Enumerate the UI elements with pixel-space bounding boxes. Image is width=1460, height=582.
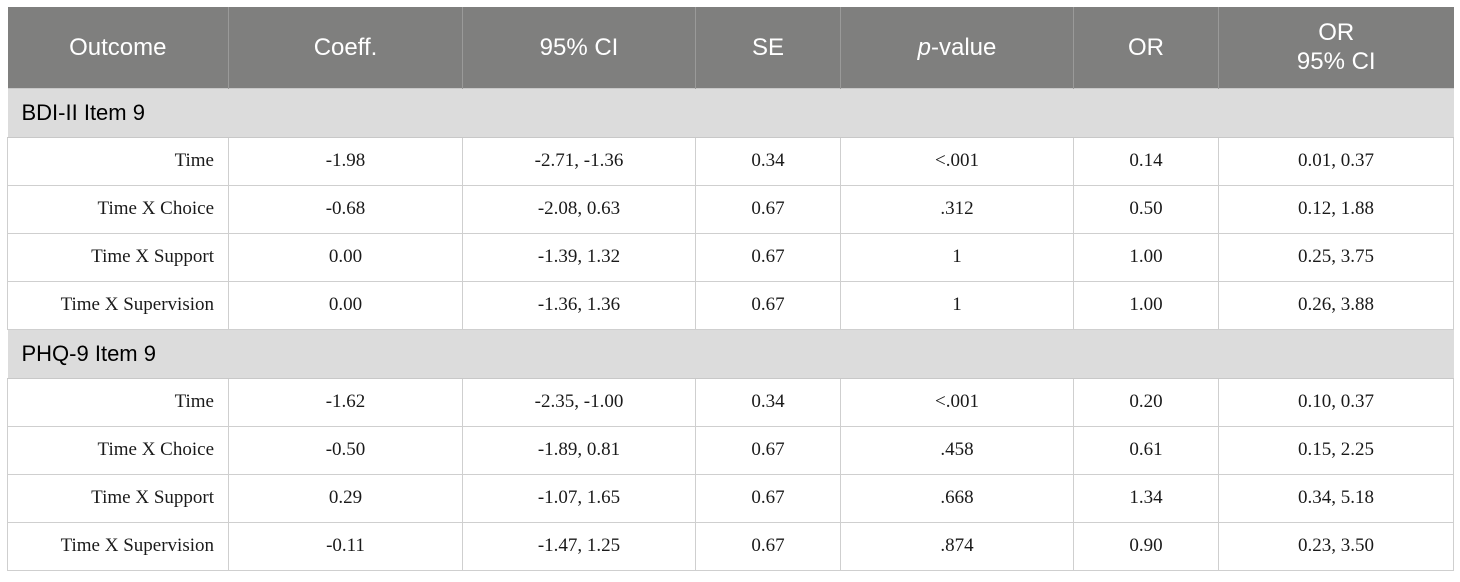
or-ci-cell: 0.15, 2.25 [1218, 426, 1454, 475]
row-label: Time [7, 137, 229, 186]
header-or: OR [1073, 7, 1219, 88]
header-row: Outcome Coeff. 95% CI SE p-value OR OR 95… [7, 7, 1454, 88]
or-ci-cell: 0.23, 3.50 [1218, 522, 1454, 571]
table-row: Time X Choice -0.50 -1.89, 0.81 0.67.458 0.6… [7, 426, 1454, 475]
coeff-cell: -1.62 [228, 378, 463, 427]
header-or-ci: OR 95% CI [1218, 7, 1454, 88]
row-label: Time X Support [7, 233, 229, 282]
table-body: BDI-II Item 9 Time -1.98 -2.71, -1.36 0.34 <.… [7, 87, 1454, 571]
header-or-ci-line1: OR [1318, 19, 1355, 47]
coeff-cell: 0.00 [228, 281, 463, 330]
row-label: Time [7, 378, 229, 427]
or-ci-cell: 0.10, 0.37 [1218, 378, 1454, 427]
table-row: Time X Supervision -0.11 -1.47, 1.25 0.67.8… [7, 522, 1454, 571]
or-cell: 1.34 [1073, 474, 1219, 523]
ci-cell: -1.89, 0.81 [462, 426, 696, 475]
se-cell: 0.67 [695, 426, 841, 475]
coeff-cell: -1.98 [228, 137, 463, 186]
header-p-rest: -value [930, 33, 997, 61]
table-row: Time -1.62 -2.35, -1.00 0.34 <.001 0.20 0.10, … [7, 378, 1454, 427]
section-header-row: BDI-II Item 9 [7, 87, 1454, 138]
or-cell: 0.50 [1073, 185, 1219, 234]
section-title: PHQ-9 Item 9 [7, 328, 1454, 379]
header-outcome: Outcome [7, 7, 229, 88]
ci-cell: -1.39, 1.32 [462, 233, 696, 282]
ci-cell: -1.47, 1.25 [462, 522, 696, 571]
se-cell: 0.34 [695, 378, 841, 427]
or-cell: 1.00 [1073, 281, 1219, 330]
or-cell: 0.61 [1073, 426, 1219, 475]
se-cell: 0.34 [695, 137, 841, 186]
header-p-value: p-value [840, 7, 1074, 88]
ci-cell: -1.07, 1.65 [462, 474, 696, 523]
header-ci: 95% CI [462, 7, 696, 88]
table-row: Time X Supervision 0.00 -1.36, 1.36 0.67 1 1.… [7, 281, 1454, 330]
p-value-cell: .668 [840, 474, 1074, 523]
table-row: Time -1.98 -2.71, -1.36 0.34 <.001 0.14 0.01, … [7, 137, 1454, 186]
section-header-row: PHQ-9 Item 9 [7, 328, 1454, 379]
section-title: BDI-II Item 9 [7, 87, 1454, 138]
se-cell: 0.67 [695, 474, 841, 523]
header-coeff: Coeff. [228, 7, 463, 88]
se-cell: 0.67 [695, 522, 841, 571]
table-row: Time X Support 0.00 -1.39, 1.32 0.67 1 1.00 0.… [7, 233, 1454, 282]
or-ci-cell: 0.01, 0.37 [1218, 137, 1454, 186]
row-label: Time X Choice [7, 185, 229, 234]
or-cell: 0.14 [1073, 137, 1219, 186]
p-value-cell: 1 [840, 233, 1074, 282]
or-cell: 0.90 [1073, 522, 1219, 571]
coeff-cell: -0.11 [228, 522, 463, 571]
or-ci-cell: 0.25, 3.75 [1218, 233, 1454, 282]
se-cell: 0.67 [695, 233, 841, 282]
row-label: Time X Support [7, 474, 229, 523]
se-cell: 0.67 [695, 185, 841, 234]
or-ci-cell: 0.26, 3.88 [1218, 281, 1454, 330]
p-value-cell: .458 [840, 426, 1074, 475]
ci-cell: -2.35, -1.00 [462, 378, 696, 427]
or-cell: 0.20 [1073, 378, 1219, 427]
p-value-cell: .312 [840, 185, 1074, 234]
header-or-ci-line2: 95% CI [1296, 48, 1376, 76]
se-cell: 0.67 [695, 281, 841, 330]
p-value-cell: <.001 [840, 137, 1074, 186]
header-p-italic: p [917, 33, 931, 61]
p-value-cell: .874 [840, 522, 1074, 571]
coeff-cell: -0.50 [228, 426, 463, 475]
table-header: Outcome Coeff. 95% CI SE p-value OR OR 95… [7, 7, 1454, 88]
or-ci-cell: 0.34, 5.18 [1218, 474, 1454, 523]
p-value-cell: 1 [840, 281, 1074, 330]
header-se: SE [695, 7, 841, 88]
coeff-cell: -0.68 [228, 185, 463, 234]
ci-cell: -2.08, 0.63 [462, 185, 696, 234]
coeff-cell: 0.29 [228, 474, 463, 523]
row-label: Time X Choice [7, 426, 229, 475]
row-label: Time X Supervision [7, 522, 229, 571]
or-cell: 1.00 [1073, 233, 1219, 282]
ci-cell: -1.36, 1.36 [462, 281, 696, 330]
or-ci-cell: 0.12, 1.88 [1218, 185, 1454, 234]
row-label: Time X Supervision [7, 281, 229, 330]
table-row: Time X Choice -0.68 -2.08, 0.63 0.67.312 0.5… [7, 185, 1454, 234]
p-value-cell: <.001 [840, 378, 1074, 427]
table-row: Time X Support 0.29 -1.07, 1.65 0.67.668 1.3… [7, 474, 1454, 523]
ci-cell: -2.71, -1.36 [462, 137, 696, 186]
coeff-cell: 0.00 [228, 233, 463, 282]
regression-results-table: Outcome Coeff. 95% CI SE p-value OR OR 95… [7, 7, 1454, 571]
